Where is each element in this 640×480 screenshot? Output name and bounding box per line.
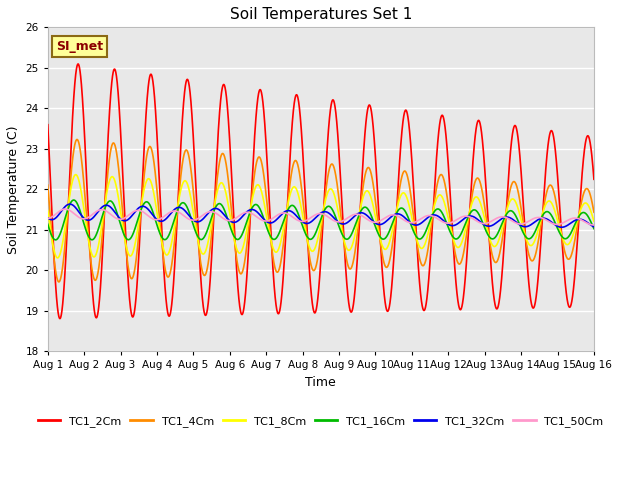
TC1_32Cm — [444, 221, 451, 227]
TC1_32Cm — [413, 222, 421, 228]
TC1_16Cm — [301, 228, 308, 234]
TC1_8Cm — [444, 211, 451, 217]
TC1_8Cm — [474, 196, 482, 202]
TC1_2Cm — [413, 246, 421, 252]
TC1_16Cm — [44, 221, 52, 227]
TC1_2Cm — [56, 316, 64, 322]
TC1_8Cm — [589, 216, 597, 222]
TC1_8Cm — [590, 218, 598, 224]
TC1_8Cm — [413, 238, 421, 243]
TC1_16Cm — [142, 199, 150, 205]
TC1_4Cm — [301, 213, 308, 219]
TC1_2Cm — [590, 177, 598, 182]
TC1_32Cm — [142, 204, 150, 210]
TC1_2Cm — [474, 118, 482, 123]
TC1_4Cm — [413, 241, 421, 247]
TC1_2Cm — [44, 122, 52, 128]
TC1_16Cm — [444, 222, 451, 228]
TC1_4Cm — [44, 182, 52, 188]
X-axis label: Time: Time — [305, 376, 336, 389]
TC1_50Cm — [474, 219, 482, 225]
TC1_50Cm — [590, 222, 598, 228]
TC1_4Cm — [142, 156, 150, 162]
TC1_50Cm — [589, 222, 597, 228]
TC1_4Cm — [55, 279, 63, 285]
TC1_16Cm — [70, 197, 77, 203]
TC1_2Cm — [142, 109, 150, 115]
TC1_8Cm — [72, 172, 79, 178]
TC1_8Cm — [54, 255, 61, 261]
TC1_2Cm — [74, 61, 82, 67]
TC1_50Cm — [301, 218, 308, 224]
TC1_4Cm — [444, 195, 451, 201]
TC1_4Cm — [474, 176, 482, 181]
TC1_16Cm — [52, 237, 60, 243]
TC1_16Cm — [590, 226, 598, 231]
TC1_8Cm — [142, 179, 150, 185]
TC1_16Cm — [474, 211, 482, 216]
TC1_50Cm — [61, 206, 69, 212]
TC1_16Cm — [589, 225, 597, 230]
Y-axis label: Soil Temperature (C): Soil Temperature (C) — [7, 125, 20, 253]
Line: TC1_16Cm: TC1_16Cm — [48, 200, 594, 240]
TC1_32Cm — [474, 217, 482, 223]
TC1_50Cm — [444, 220, 451, 226]
TC1_32Cm — [589, 224, 597, 229]
TC1_4Cm — [589, 206, 597, 212]
TC1_50Cm — [44, 216, 52, 221]
TC1_8Cm — [301, 223, 308, 229]
TC1_50Cm — [142, 211, 150, 217]
TC1_32Cm — [590, 224, 598, 230]
Line: TC1_4Cm: TC1_4Cm — [48, 140, 594, 282]
TC1_50Cm — [413, 218, 421, 224]
TC1_16Cm — [413, 235, 421, 240]
Title: Soil Temperatures Set 1: Soil Temperatures Set 1 — [230, 7, 412, 22]
TC1_32Cm — [558, 224, 566, 230]
TC1_32Cm — [301, 220, 308, 226]
TC1_2Cm — [301, 182, 308, 188]
Text: SI_met: SI_met — [56, 40, 103, 53]
Line: TC1_8Cm: TC1_8Cm — [48, 175, 594, 258]
Line: TC1_2Cm: TC1_2Cm — [48, 64, 594, 319]
TC1_2Cm — [589, 170, 597, 176]
TC1_8Cm — [44, 207, 52, 213]
TC1_32Cm — [44, 215, 52, 221]
TC1_4Cm — [73, 137, 81, 143]
TC1_32Cm — [66, 201, 74, 207]
Legend: TC1_2Cm, TC1_4Cm, TC1_8Cm, TC1_16Cm, TC1_32Cm, TC1_50Cm: TC1_2Cm, TC1_4Cm, TC1_8Cm, TC1_16Cm, TC1… — [34, 412, 608, 432]
TC1_2Cm — [444, 149, 451, 155]
TC1_4Cm — [590, 209, 598, 215]
TC1_50Cm — [589, 222, 597, 228]
Line: TC1_50Cm: TC1_50Cm — [48, 209, 594, 225]
Line: TC1_32Cm: TC1_32Cm — [48, 204, 594, 227]
